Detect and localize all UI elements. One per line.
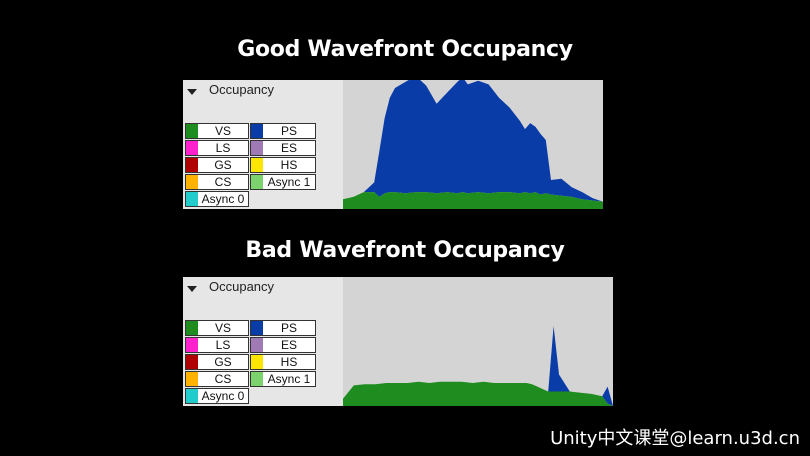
legend-label: Async 0	[201, 389, 245, 403]
good-legend-es[interactable]: ES	[250, 140, 316, 156]
bad-legend-cs[interactable]: CS	[185, 371, 249, 387]
watermark: Unity中文课堂@learn.u3d.cn	[550, 428, 800, 449]
legend-label: CS	[214, 175, 232, 189]
legend-swatch	[186, 175, 198, 189]
legend-swatch	[186, 192, 198, 206]
vs-series-area	[343, 192, 603, 209]
collapse-arrow-icon[interactable]	[187, 286, 197, 292]
bad-legend-hs[interactable]: HS	[250, 354, 316, 370]
legend-label: ES	[280, 338, 297, 352]
bad-occupancy-header[interactable]: Occupancy	[183, 277, 343, 297]
legend-swatch	[251, 355, 263, 369]
good-occupancy-graph	[343, 80, 603, 209]
legend-label: Async 1	[267, 175, 311, 189]
legend-label: LS	[215, 141, 231, 155]
legend-label: PS	[280, 321, 297, 335]
good-occupancy-title: Good Wavefront Occupancy	[237, 37, 573, 62]
bad-legend-ls[interactable]: LS	[185, 337, 249, 353]
good-legend-ps[interactable]: PS	[250, 123, 316, 139]
legend-label: CS	[214, 372, 232, 386]
bad-occupancy-panel: Occupancy VS PS LS ES GS HS CS Async 1 Async 0	[183, 277, 613, 406]
legend-swatch	[251, 141, 263, 155]
good-legend-async-0[interactable]: Async 0	[185, 191, 249, 207]
legend-swatch	[251, 338, 263, 352]
legend-swatch	[251, 321, 263, 335]
legend-swatch	[251, 372, 263, 386]
bad-legend-vs[interactable]: VS	[185, 320, 249, 336]
collapse-arrow-icon[interactable]	[187, 89, 197, 95]
bad-side-panel: Occupancy VS PS LS ES GS HS CS Async 1 Async 0	[183, 277, 343, 406]
legend-label: LS	[215, 338, 231, 352]
legend-swatch	[186, 321, 198, 335]
legend-swatch	[251, 158, 263, 172]
good-legend-ls[interactable]: LS	[185, 140, 249, 156]
good-occupancy-svg	[343, 80, 603, 209]
good-legend-gs[interactable]: GS	[185, 157, 249, 173]
good-legend-hs[interactable]: HS	[250, 157, 316, 173]
legend-label: GS	[214, 158, 232, 172]
bad-occupancy-graph	[343, 277, 613, 406]
legend-label: GS	[214, 355, 232, 369]
bad-occupancy-label: Occupancy	[209, 279, 275, 294]
legend-swatch	[186, 372, 198, 386]
legend-label: HS	[280, 158, 298, 172]
bad-legend-async-1[interactable]: Async 1	[250, 371, 316, 387]
bad-legend-ps[interactable]: PS	[250, 320, 316, 336]
ps-series-area	[343, 80, 603, 202]
legend-swatch	[186, 355, 198, 369]
legend-label: HS	[280, 355, 298, 369]
good-legend-async-1[interactable]: Async 1	[250, 174, 316, 190]
bad-occupancy-svg	[343, 326, 613, 406]
vs-series-area	[343, 381, 613, 406]
legend-label: Async 1	[267, 372, 311, 386]
bad-occupancy-title: Bad Wavefront Occupancy	[245, 238, 565, 263]
bad-legend-async-0[interactable]: Async 0	[185, 388, 249, 404]
legend-label: ES	[280, 141, 297, 155]
legend-swatch	[186, 158, 198, 172]
legend-swatch	[251, 124, 263, 138]
legend-label: VS	[214, 124, 231, 138]
legend-swatch	[251, 175, 263, 189]
bad-legend-es[interactable]: ES	[250, 337, 316, 353]
good-occupancy-label: Occupancy	[209, 82, 275, 97]
legend-label: VS	[214, 321, 231, 335]
legend-swatch	[186, 338, 198, 352]
legend-label: Async 0	[201, 192, 245, 206]
good-side-panel: Occupancy VS PS LS ES GS HS CS Async 1 Async 0	[183, 80, 343, 209]
legend-swatch	[186, 124, 198, 138]
bad-legend-gs[interactable]: GS	[185, 354, 249, 370]
good-occupancy-header[interactable]: Occupancy	[183, 80, 343, 100]
legend-swatch	[186, 389, 198, 403]
good-legend-cs[interactable]: CS	[185, 174, 249, 190]
legend-swatch	[186, 141, 198, 155]
legend-label: PS	[280, 124, 297, 138]
good-occupancy-panel: Occupancy VS PS LS ES GS HS CS Async 1 Async 0	[183, 80, 603, 209]
good-legend-vs[interactable]: VS	[185, 123, 249, 139]
